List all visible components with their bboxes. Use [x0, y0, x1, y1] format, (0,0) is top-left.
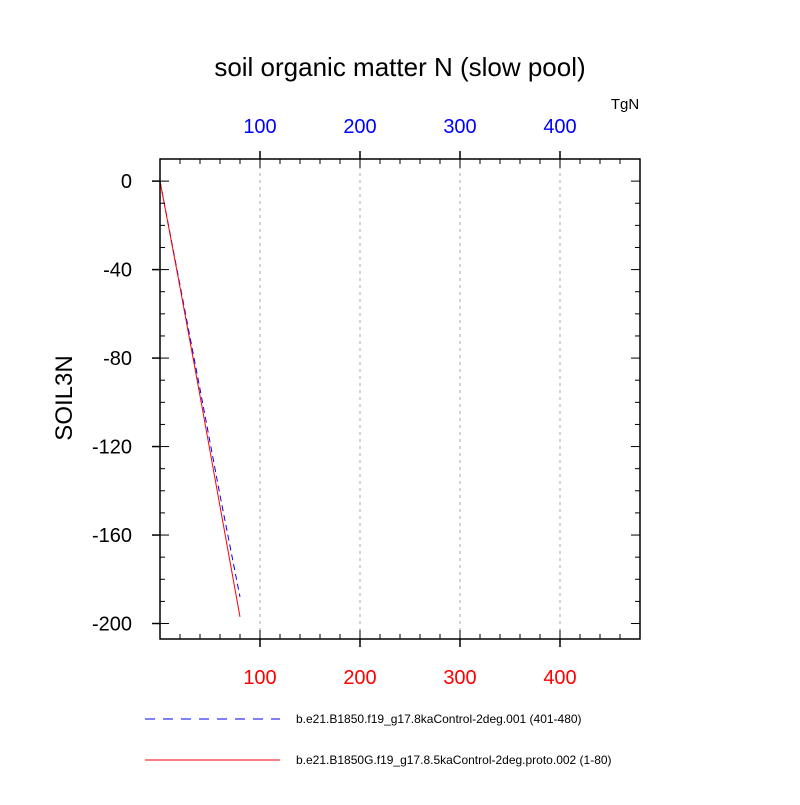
- legend-label-2: b.e21.B1850G.f19_g17.8.5kaControl-2deg.p…: [296, 753, 612, 767]
- grid-layer: [259, 159, 561, 639]
- x-tick-label-bottom: 100: [243, 667, 276, 689]
- legend-label-1: b.e21.B1850.f19_g17.8kaControl-2deg.001 …: [296, 712, 582, 726]
- x-tick-label-top: 400: [543, 116, 576, 138]
- series-line-2: [159, 181, 241, 617]
- x-tick-label-top: 200: [343, 116, 376, 138]
- x-tick-label-bottom: 400: [543, 667, 576, 689]
- y-axis-label: SOIL3N: [51, 355, 78, 440]
- x-tick-label-top: 100: [243, 116, 276, 138]
- y-tick-label: -80: [103, 348, 132, 370]
- y-tick-label: 0: [121, 171, 132, 193]
- x-tick-label-bottom: 200: [343, 667, 376, 689]
- y-tick-label: -160: [92, 525, 132, 547]
- series-layer: [159, 181, 241, 617]
- plot-frame: [159, 158, 641, 640]
- x-tick-label-bottom: 300: [443, 667, 476, 689]
- x-tick-label-top: 300: [443, 116, 476, 138]
- units-label: TgN: [611, 96, 639, 113]
- chart-title: soil organic matter N (slow pool): [214, 52, 585, 82]
- tick-layer: 100 100 200 200 300 300 400 400 0 -40 -80 -120 -160 -…: [92, 116, 640, 689]
- y-tick-label: -200: [92, 614, 132, 636]
- legend: b.e21.B1850.f19_g17.8kaControl-2deg.001 …: [145, 712, 612, 767]
- y-tick-label: -40: [103, 260, 132, 282]
- y-tick-label: -120: [92, 437, 132, 459]
